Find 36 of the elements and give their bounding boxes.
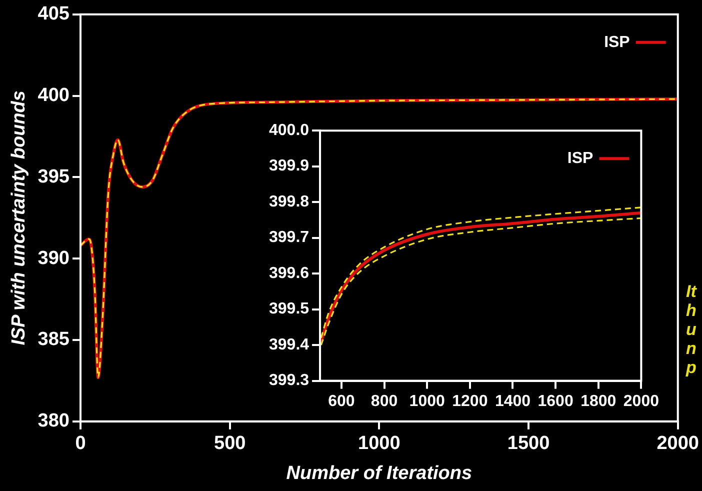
x-axis-title: Number of Iterations	[286, 462, 472, 484]
y-tick-label: 399.9	[268, 158, 310, 175]
legend-label: ISP	[567, 150, 594, 168]
x-tick-label: 600	[328, 392, 355, 410]
y-tick-label: 385	[38, 329, 70, 350]
y-tick-label: 390	[38, 248, 70, 269]
y-tick-label: 395	[38, 166, 70, 188]
x-tick-label: 1600	[538, 392, 574, 410]
x-tick-label: 1000	[409, 392, 445, 410]
text: p	[686, 358, 696, 377]
y-tick-label: 399.3	[268, 372, 310, 390]
y-tick-label: 399.5	[268, 300, 310, 318]
x-tick-label: 0	[75, 433, 86, 454]
y-tick-label: 399.6	[268, 264, 310, 282]
x-tick-label: 800	[370, 392, 398, 410]
text: It	[686, 282, 696, 301]
x-tick-label: 1400	[494, 392, 531, 410]
y-tick-label: 400.0	[268, 122, 310, 140]
text: u	[686, 320, 696, 339]
x-tick-label: 1200	[452, 392, 488, 410]
x-tick-label: 500	[214, 433, 246, 454]
y-tick-label: 399.4	[268, 336, 310, 354]
x-tick-label: 2000	[623, 392, 660, 410]
x-tick-label: 1800	[580, 392, 616, 410]
x-tick-label: 2000	[656, 433, 700, 454]
y-tick-label: 380	[38, 410, 70, 432]
y-axis-title: ISP with uncertainty bounds	[8, 90, 30, 346]
y-tick-label: 399.8	[268, 193, 310, 210]
y-tick-label: 399.7	[268, 229, 310, 246]
text: n	[686, 339, 696, 358]
x-tick-label: 1500	[507, 433, 550, 454]
x-tick-label: 1000	[358, 433, 400, 454]
y-tick-label: 405	[38, 4, 70, 25]
legend-label: ISP	[604, 34, 630, 51]
text: h	[686, 301, 696, 320]
y-tick-label: 400	[38, 85, 70, 106]
